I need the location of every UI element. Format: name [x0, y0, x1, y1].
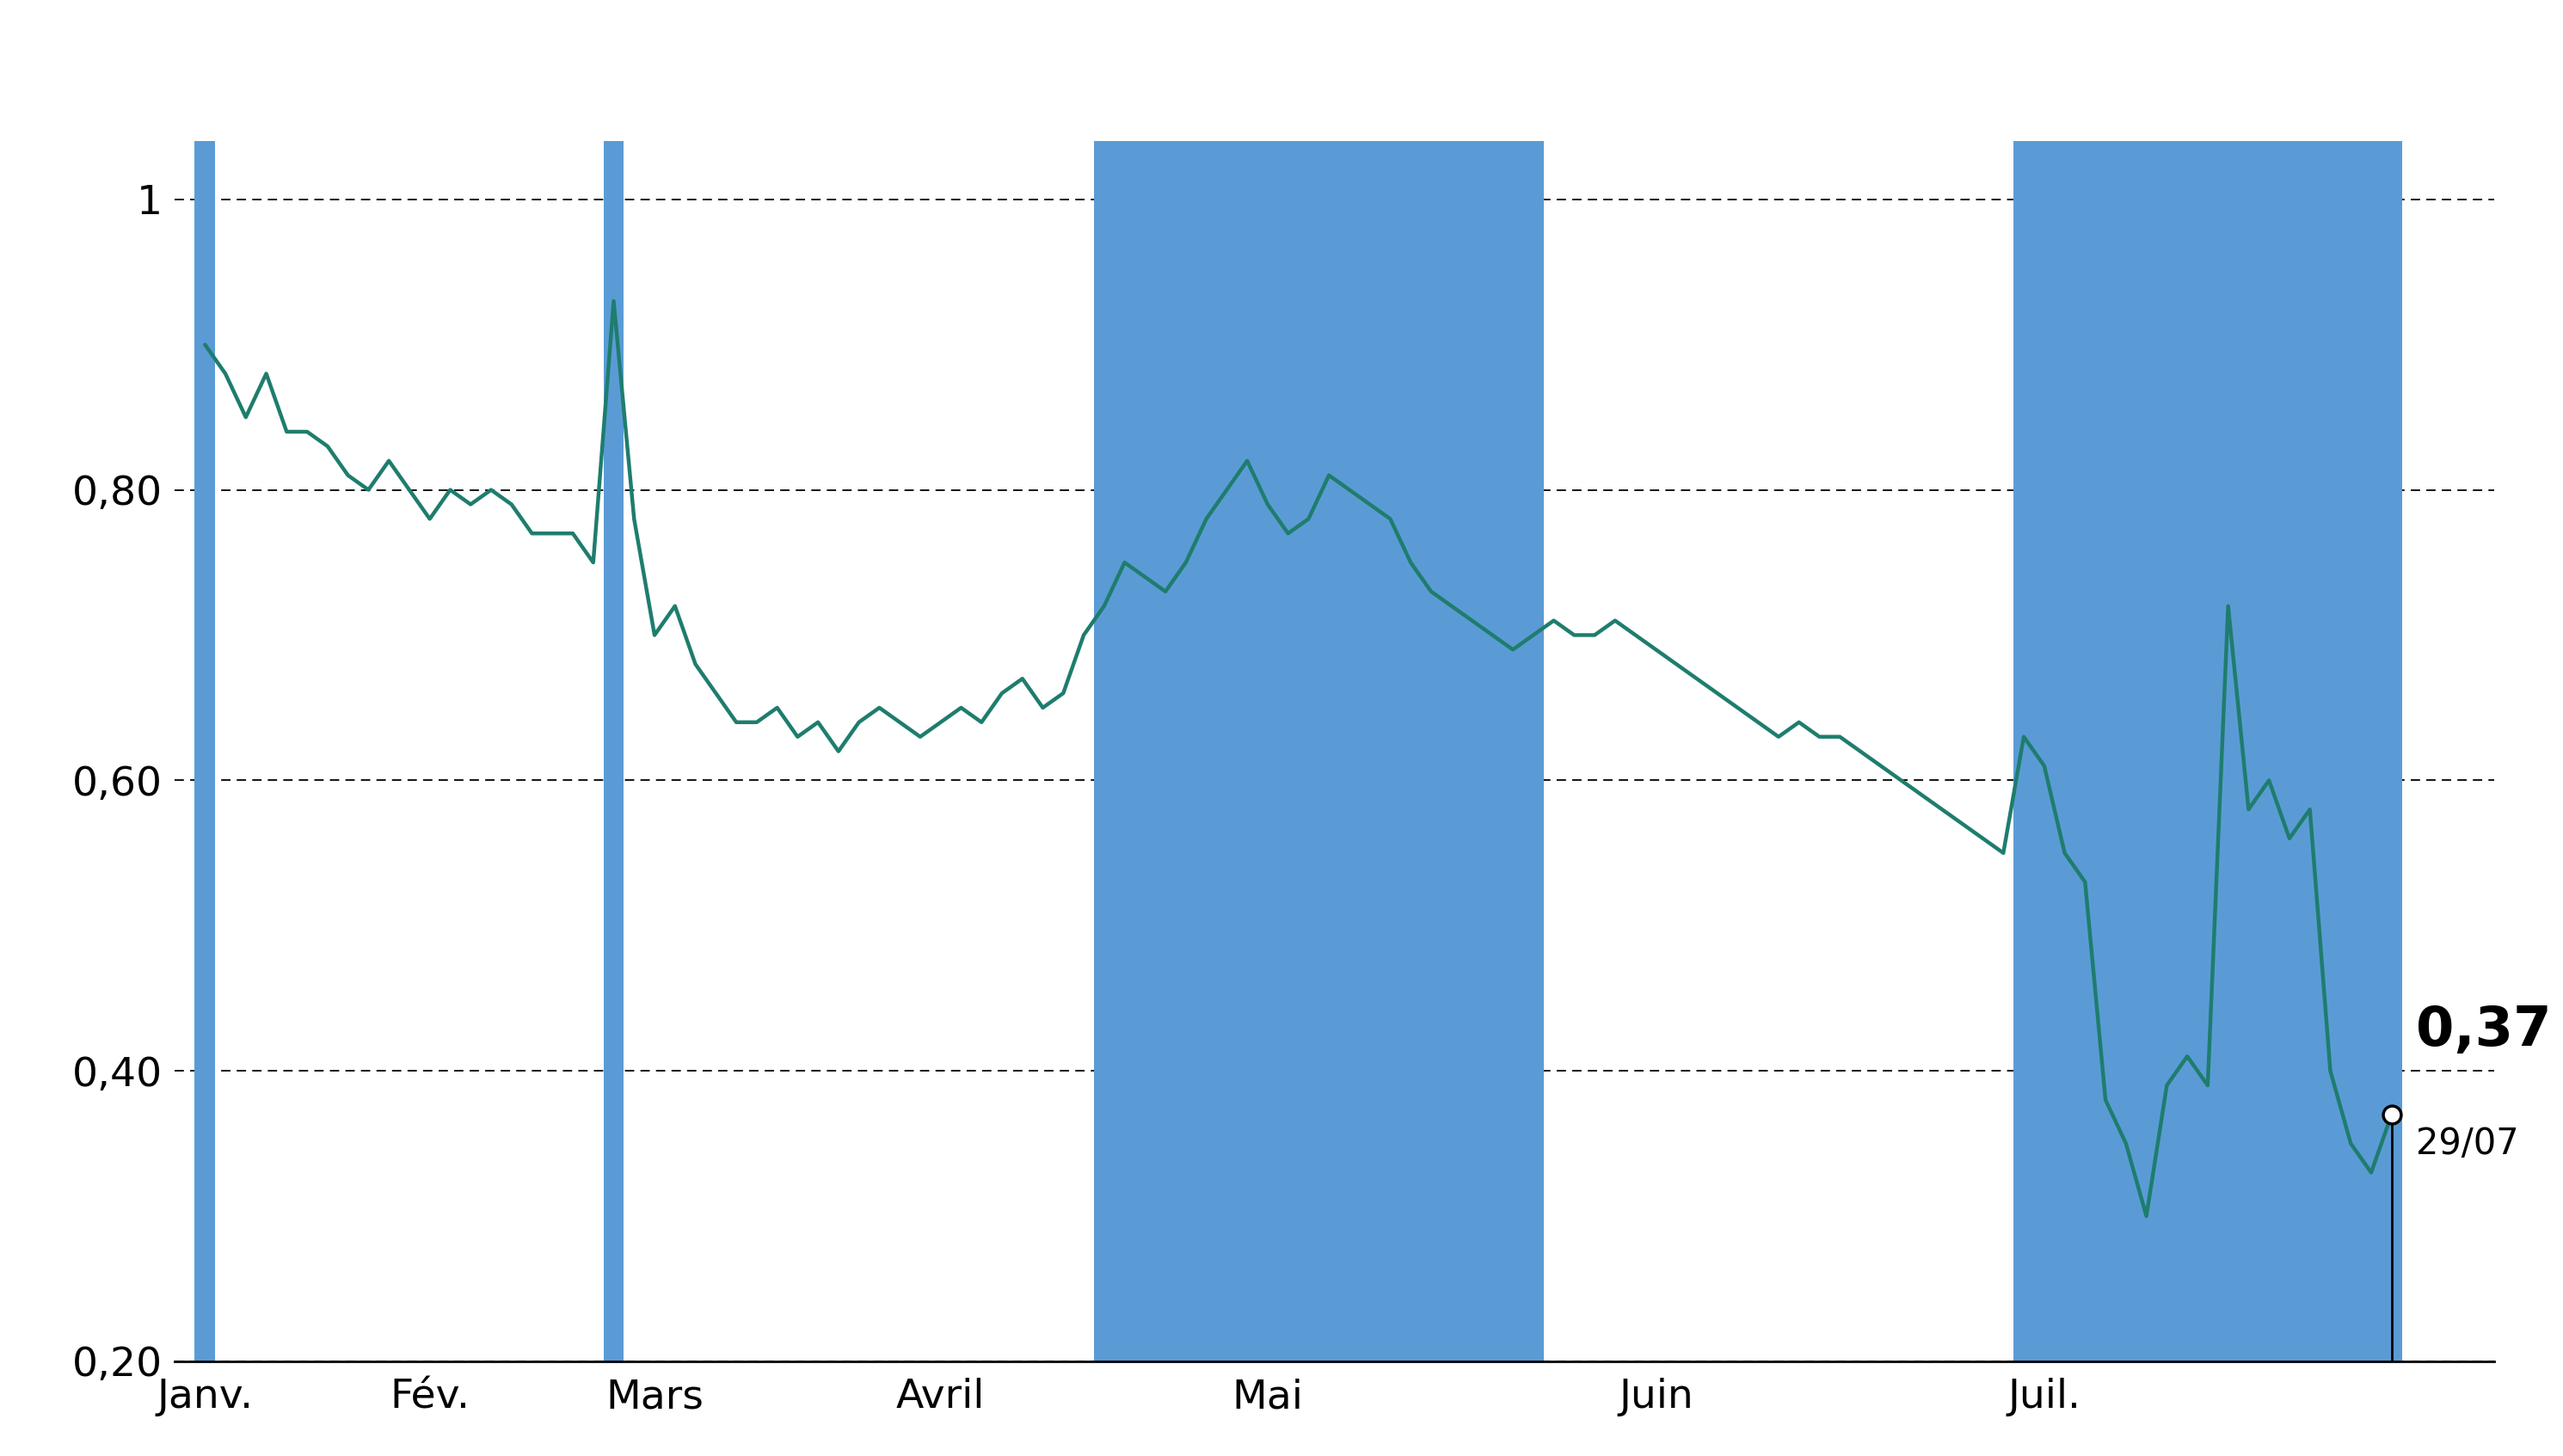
Bar: [2015, 141, 2402, 1361]
Bar: [1094, 141, 1543, 1361]
Text: 29/07: 29/07: [2417, 1125, 2519, 1162]
Text: 0,37: 0,37: [2417, 1003, 2553, 1057]
Bar: [195, 141, 215, 1361]
Text: Vicinity Motor Corp.: Vicinity Motor Corp.: [838, 20, 1725, 99]
Bar: [602, 141, 623, 1361]
